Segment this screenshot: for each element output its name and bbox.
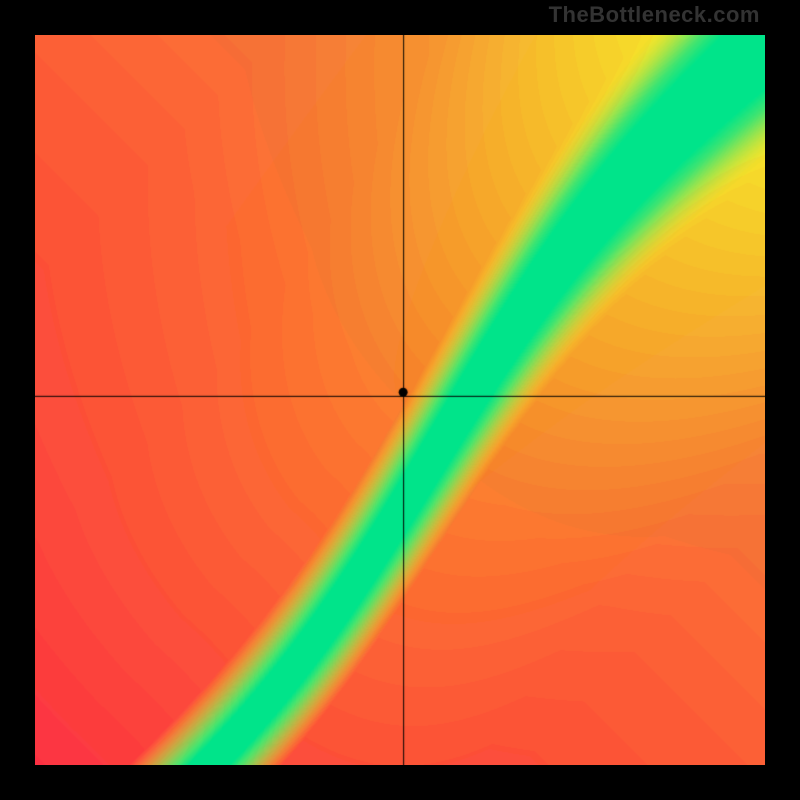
- bottleneck-heatmap: [35, 35, 765, 765]
- plot-area: [35, 35, 765, 765]
- chart-container: TheBottleneck.com: [0, 0, 800, 800]
- watermark-text: TheBottleneck.com: [549, 2, 760, 28]
